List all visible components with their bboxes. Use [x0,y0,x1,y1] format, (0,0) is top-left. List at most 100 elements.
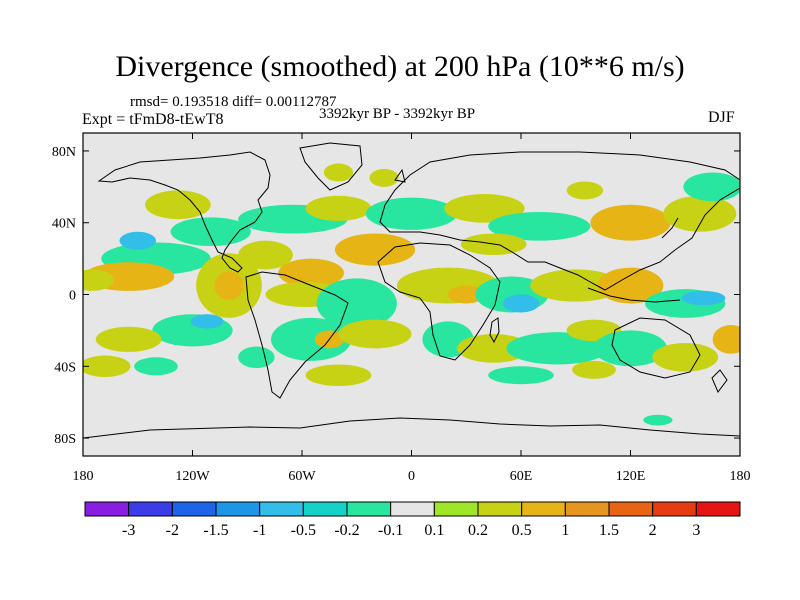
divergence-patch-10 [95,326,162,352]
y-tick-label: 80S [54,432,76,447]
colorbar-swatch [564,501,610,517]
x-tick-label: 180 [730,469,751,484]
divergence-patch-30 [590,204,671,241]
divergence-patch-4 [83,269,115,291]
divergence-patch-34 [369,168,399,187]
x-tick-label: 180 [73,469,94,484]
x-tick-label: 60E [510,469,533,484]
experiment-text: Expt = tFmD8-tEwT8 [82,111,224,128]
colorbar-label: 0.5 [512,522,532,539]
divergence-patch-51 [572,360,616,379]
x-tick-label: 60W [288,469,316,484]
coastline-antarctica [83,417,740,439]
colorbar-swatch [171,501,217,517]
divergence-patch-42 [681,290,726,306]
coastline-british-isles [394,168,406,183]
colorbar-label: 0.1 [424,522,444,539]
season-text: DJF [708,109,735,126]
chart-title: Divergence (smoothed) at 200 hPa (10**6 … [115,50,685,83]
divergence-patch-52 [643,414,673,426]
colorbar-label: -1 [253,522,266,539]
y-tick-label: 40N [52,217,76,232]
divergence-patch-33 [566,181,604,200]
divergence-patch-17 [238,240,293,270]
divergence-patch-18 [278,258,344,288]
divergence-patch-2 [119,231,156,250]
coastline-south-america [245,271,349,399]
y-tick-label: 0 [69,289,76,304]
y-axis: 80N 40N 0 40S 80S [52,145,740,447]
x-tick-label: 0 [408,469,415,484]
colorbar-label: -1.5 [203,522,228,539]
divergence-patch-31 [663,195,737,232]
colorbar-swatch [346,501,392,517]
colorbar-swatch [390,501,435,517]
divergence-patch-25 [334,233,416,266]
divergence-patch-40 [597,267,664,304]
coastline-africa [377,242,501,361]
colorbar-label: 3 [692,522,700,539]
colorbar-label: -0.2 [334,522,359,539]
x-tick-label: 120W [175,469,210,484]
colorbar-label: 1.5 [599,522,619,539]
colorbar-label: -0.1 [378,522,403,539]
colorbar-label: 1 [561,522,569,539]
divergence-patch-28 [488,211,591,241]
divergence-patch-50 [488,366,554,385]
divergence-patch-38 [502,294,540,313]
divergence-patch-27 [444,194,525,223]
colorbar-swatch [477,501,523,517]
colorbar: -3 -2 -1.5 -1 -0.5 -0.2 -0.1 0.1 0.2 0.5 1 1.5 2 3 [84,501,741,539]
y-tick-label: 40S [54,360,76,375]
period-text: 3392kyr BP - 3392kyr BP [319,106,476,122]
colorbar-label: -2 [166,522,179,539]
y-tick-label: 80N [52,145,76,160]
divergence-patch-15 [305,195,372,221]
coastline-japan [661,217,679,239]
colorbar-swatch [433,501,479,517]
coastline-greenland [299,142,363,191]
divergence-patch-9 [190,314,224,329]
divergence-patch-7 [214,271,244,300]
divergence-patch-13 [238,346,275,369]
divergence-patch-0 [145,190,211,220]
divergence-patch-11 [83,355,131,378]
coastline-australia [611,317,701,379]
coastline-indonesia [587,287,681,303]
divergence-patch-23 [338,319,412,349]
colorbar-swatch [215,501,261,517]
colorbar-swatch [521,501,566,517]
coastline-layer [83,142,740,439]
colorbar-swatch [128,501,173,517]
divergence-patch-49 [712,325,740,354]
divergence-patch-24 [305,364,372,387]
divergence-patch-16 [323,163,354,182]
coastline-madagascar [489,317,500,344]
divergence-patch-21 [270,317,352,361]
coastline-eurasia [379,151,740,291]
divergence-patch-20 [316,278,397,329]
x-tick-label: 120E [616,469,646,484]
divergence-patch-32 [683,172,740,202]
colorbar-swatch [695,501,741,517]
divergence-patch-48 [652,342,719,372]
coastline-new-zealand [711,369,728,393]
divergence-patch-26 [365,197,458,230]
colorbar-swatch [84,501,130,517]
colorbar-swatch [302,501,348,517]
divergence-patch-39 [530,269,622,302]
coastline-north-america [97,151,271,273]
stats-text: rmsd= 0.193518 diff= 0.00112787 [130,94,337,110]
divergence-patch-36 [448,285,485,304]
divergence-field-layer [83,163,740,426]
colorbar-label: 2 [649,522,657,539]
divergence-patch-5 [170,217,251,247]
colorbar-label: -3 [122,522,135,539]
colorbar-swatch [259,501,304,517]
colorbar-swatch [652,501,697,517]
colorbar-label: -0.5 [291,522,316,539]
colorbar-label: 0.2 [468,522,488,539]
x-axis: 180 120W 60W 0 60E 120E 180 [73,133,751,484]
divergence-patch-47 [594,330,667,367]
